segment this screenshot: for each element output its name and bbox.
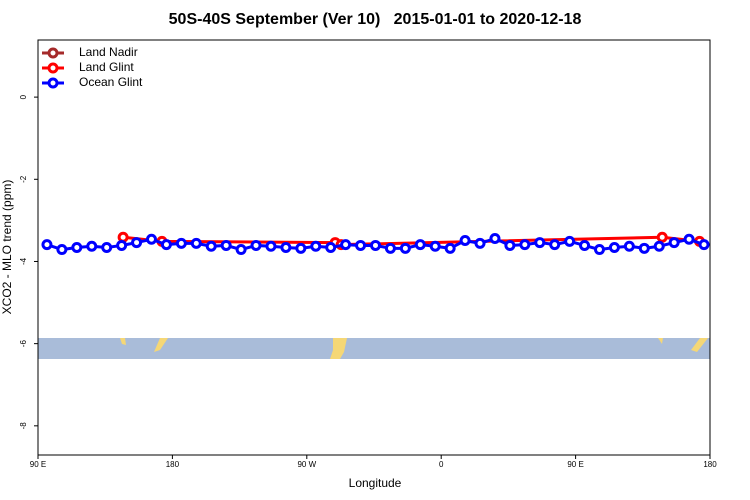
marker — [369, 239, 381, 251]
x-axis-label: Longitude — [349, 476, 402, 490]
land-patch — [120, 338, 126, 345]
y-tick-label: -4 — [19, 257, 28, 265]
land-patch — [658, 338, 663, 344]
legend-marker — [47, 77, 59, 89]
marker — [205, 240, 217, 252]
marker — [653, 240, 665, 252]
x-tick-label: 0 — [439, 460, 444, 469]
marker — [444, 242, 456, 254]
chart-title: 50S-40S September (Ver 10) 2015-01-01 to… — [169, 11, 582, 28]
land-patch — [154, 338, 168, 352]
ocean-band — [38, 338, 710, 359]
marker — [623, 240, 635, 252]
land-mask — [38, 338, 710, 359]
marker — [340, 239, 352, 251]
marker — [71, 242, 83, 253]
marker — [593, 244, 605, 256]
marker — [429, 240, 441, 252]
marker — [145, 233, 157, 245]
marker — [56, 244, 68, 256]
marker — [519, 239, 531, 251]
legend-marker — [47, 62, 59, 74]
marker — [117, 231, 129, 243]
y-tick-label: 0 — [19, 94, 28, 99]
legend-label: Ocean Glint — [79, 75, 143, 89]
marker — [399, 242, 411, 254]
marker — [325, 242, 337, 253]
marker — [160, 239, 172, 251]
marker — [190, 237, 202, 249]
plot-frame — [37, 39, 711, 456]
marker — [459, 235, 471, 247]
marker — [384, 242, 396, 254]
legend-label: Land Glint — [79, 60, 134, 74]
marker — [656, 231, 668, 243]
marker — [549, 239, 561, 251]
y-axis-label: XCO2 - MLO trend (ppm) — [0, 180, 14, 315]
marker — [579, 239, 591, 251]
marker — [101, 242, 113, 253]
marker — [310, 240, 322, 252]
marker — [280, 242, 292, 253]
marker — [474, 237, 486, 249]
x-tick-label: 90 E — [30, 460, 46, 469]
marker — [504, 239, 516, 251]
y-tick-label: -8 — [19, 422, 28, 430]
marker — [235, 244, 247, 256]
land-patch — [330, 338, 347, 359]
marker — [638, 242, 650, 254]
y-tick-label: -2 — [19, 175, 28, 183]
legend-label: Land Nadir — [79, 45, 138, 59]
marker — [534, 237, 546, 249]
x-tick-label: 90 W — [297, 460, 316, 469]
marker — [489, 232, 501, 244]
marker — [608, 242, 620, 253]
x-tick-label: 180 — [703, 460, 717, 469]
x-tick-label: 90 E — [567, 460, 583, 469]
land-patch — [691, 338, 708, 352]
marker — [175, 237, 187, 249]
marker — [250, 239, 262, 251]
marker — [355, 239, 367, 251]
marker — [564, 235, 576, 247]
marker — [683, 233, 695, 245]
marker — [86, 240, 98, 252]
x-tick-label: 180 — [166, 460, 180, 469]
marker — [116, 239, 128, 251]
marker — [131, 237, 143, 249]
marker — [41, 239, 53, 251]
marker — [698, 239, 710, 251]
marker — [668, 237, 680, 249]
marker — [295, 242, 307, 254]
marker — [414, 239, 426, 251]
marker — [220, 239, 232, 251]
y-tick-label: -6 — [19, 340, 28, 348]
marker — [265, 240, 277, 252]
legend-marker — [47, 47, 59, 59]
